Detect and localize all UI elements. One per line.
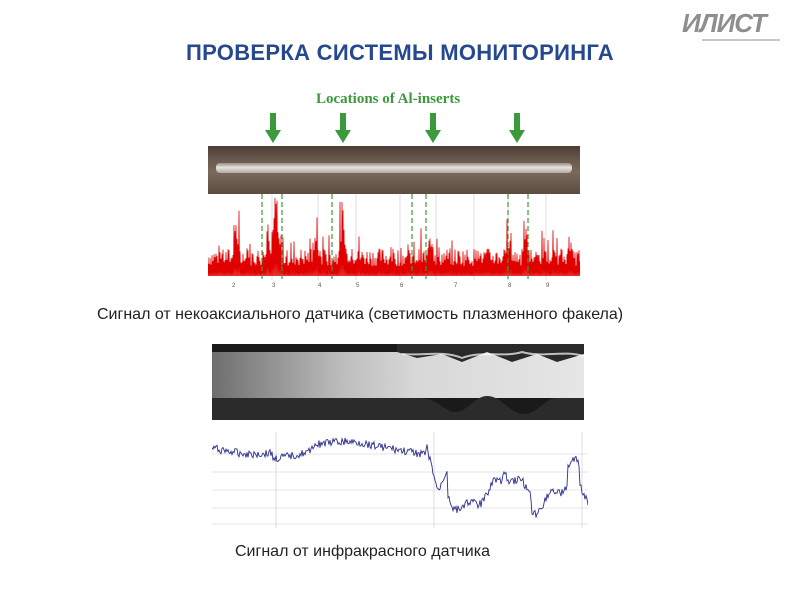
chart1-tick-label: 4 [318, 283, 322, 288]
weld-seam [216, 163, 572, 173]
insert-arrow-4 [509, 113, 525, 143]
insert-markers [261, 194, 529, 280]
plasma-signal-line [208, 197, 580, 277]
page-title: ПРОВЕРКА СИСТЕМЫ МОНИТОРИНГА [186, 40, 614, 65]
chart1-tick-label: 8 [508, 283, 512, 288]
logo-text: ИЛИСТ [682, 8, 767, 38]
caption-infrared-sensor: Сигнал от инфракрасного датчика [235, 543, 490, 560]
logo: ИЛИСТ [682, 8, 782, 44]
insert-arrow-1 [265, 113, 281, 143]
chart2-grid [212, 432, 588, 528]
chart1-tick-label: 6 [400, 283, 404, 288]
insert-arrow-3 [425, 113, 441, 143]
infrared-signal-line [212, 437, 588, 518]
chart1-tick-label: 2 [232, 283, 236, 288]
caption-noncoaxial-sensor: Сигнал от некоаксиального датчика (свети… [97, 306, 624, 323]
weld-bead-photo [208, 146, 580, 194]
chart1-tick-label: 7 [454, 283, 458, 288]
infrared-signal-chart [212, 432, 588, 528]
infrared-image [212, 344, 584, 420]
chart1-tick-label: 9 [546, 283, 550, 288]
plasma-luminosity-chart: 2 3 4 5 6 7 8 9 [208, 194, 580, 288]
chart1-tick-label: 5 [356, 283, 360, 288]
inserts-label: Locations of Al-inserts [316, 91, 461, 107]
insert-arrow-2 [335, 113, 351, 143]
logo-underline [702, 39, 780, 41]
chart1-tick-label: 3 [272, 283, 276, 288]
chart1-tick-labels: 2 3 4 5 6 7 8 9 [232, 283, 550, 288]
